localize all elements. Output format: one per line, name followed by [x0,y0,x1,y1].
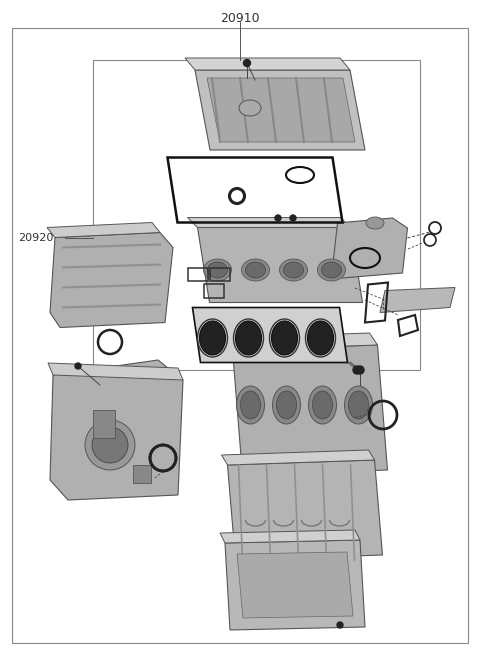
Ellipse shape [241,259,269,281]
Ellipse shape [200,321,226,355]
Polygon shape [188,217,350,227]
Ellipse shape [345,386,372,424]
Bar [93,410,115,438]
Polygon shape [50,233,173,327]
Ellipse shape [239,100,261,116]
Ellipse shape [308,321,334,355]
Bar [210,268,230,281]
Circle shape [290,215,296,221]
Ellipse shape [348,391,369,419]
Ellipse shape [273,386,300,424]
Polygon shape [207,78,355,142]
Text: 20920: 20920 [18,233,53,243]
Ellipse shape [322,262,341,278]
Polygon shape [225,540,365,630]
Ellipse shape [236,321,262,355]
Polygon shape [185,58,350,70]
Polygon shape [47,223,160,237]
Ellipse shape [237,386,264,424]
Polygon shape [232,345,387,475]
Ellipse shape [309,386,336,424]
Circle shape [85,420,135,470]
Polygon shape [221,450,374,465]
Circle shape [243,60,251,66]
Polygon shape [380,288,455,313]
Circle shape [75,363,81,369]
Polygon shape [220,530,360,543]
Ellipse shape [245,262,265,278]
Circle shape [337,622,343,628]
Ellipse shape [276,391,297,419]
Polygon shape [50,360,183,500]
Bar [188,268,208,281]
Ellipse shape [272,321,298,355]
Circle shape [275,215,281,221]
Polygon shape [192,307,348,363]
Ellipse shape [284,262,303,278]
Ellipse shape [240,391,261,419]
Text: 20910: 20910 [220,12,260,24]
Polygon shape [228,460,383,560]
Polygon shape [48,363,183,380]
Ellipse shape [207,262,228,278]
Ellipse shape [366,217,384,229]
Polygon shape [237,552,353,618]
Bar [204,284,224,298]
Bar [93,60,420,370]
Bar [133,465,151,483]
Circle shape [356,366,364,374]
Ellipse shape [204,259,231,281]
Ellipse shape [317,259,346,281]
Polygon shape [225,333,377,350]
Ellipse shape [279,259,308,281]
Circle shape [92,427,128,463]
Polygon shape [197,227,362,302]
Polygon shape [333,218,408,278]
Polygon shape [195,70,365,150]
Ellipse shape [312,391,333,419]
Circle shape [353,366,361,374]
